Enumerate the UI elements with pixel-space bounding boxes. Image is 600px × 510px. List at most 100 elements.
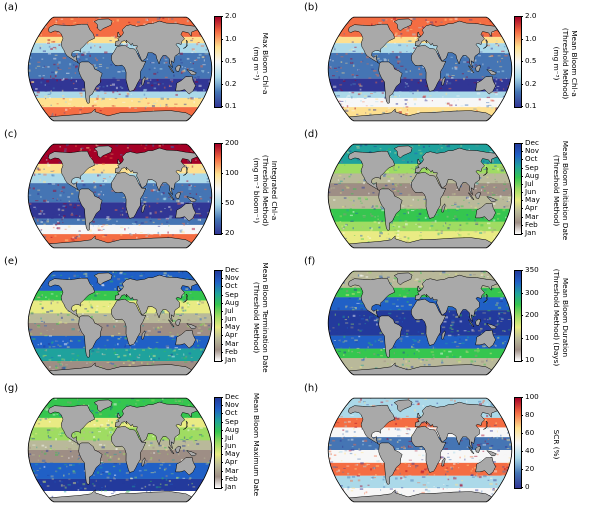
- colorbar-tick: [521, 397, 523, 398]
- colorbar-title-line: (Threshold Method): [261, 154, 270, 227]
- colorbar-tick: [221, 173, 223, 174]
- africa-landmass: [111, 298, 147, 346]
- colorbar-tick-label: Nov: [225, 400, 240, 410]
- eurasia-landmass: [414, 147, 498, 195]
- colorbar: [214, 270, 222, 362]
- south-america-landmass: [78, 61, 103, 104]
- colorbar-tick: [221, 437, 223, 439]
- colorbar-tick-label: 0.1: [525, 101, 537, 110]
- australia-landmass: [175, 329, 196, 349]
- ocean-band: [328, 208, 512, 222]
- colorbar-tick: [521, 337, 523, 339]
- borneo-landmass: [175, 64, 181, 72]
- new-guinea-landmass: [186, 323, 197, 330]
- colorbar-tick-label: Sep: [225, 416, 239, 426]
- colorbar-tick: [221, 360, 223, 361]
- colorbar-tick-label: 350: [525, 265, 539, 274]
- australia-landmass: [475, 456, 496, 476]
- borneo-landmass: [475, 445, 481, 453]
- sumatra-landmass: [467, 65, 475, 74]
- colorbar-tick-label: 1.0: [525, 33, 537, 43]
- uk-landmass: [117, 412, 121, 419]
- colorbar-title-line: (mg m⁻³): [552, 46, 561, 81]
- madagascar-landmass: [141, 76, 146, 86]
- japan-landmass: [183, 420, 188, 430]
- eurasia-landmass: [414, 274, 498, 322]
- panel-d: (d) Dec Nov Oct Sep Aug Jul Jun May Apr Mar Feb Jan M…: [300, 127, 600, 254]
- uk-landmass: [417, 158, 421, 165]
- colorbar-tick: [521, 315, 523, 316]
- greenland-landmass: [93, 145, 113, 159]
- africa-landmass: [111, 44, 147, 92]
- colorbar-tick-label: Jul: [225, 432, 234, 442]
- uk-landmass: [117, 285, 121, 292]
- north-america-landmass: [348, 150, 396, 192]
- colorbar-tick-label: 200: [225, 138, 239, 147]
- ocean-band: [328, 97, 512, 108]
- new-guinea-landmass: [486, 323, 497, 330]
- ocean-band: [328, 398, 512, 418]
- colorbar-tick-label: Dec: [225, 392, 239, 401]
- colorbar-tick: [221, 278, 223, 279]
- colorbar-tick-label: 100: [225, 168, 239, 177]
- ocean-band: [28, 91, 212, 98]
- ocean-band: [328, 196, 512, 209]
- colorbar-tick: [221, 233, 223, 234]
- colorbar-tick-label: 80: [525, 410, 535, 419]
- africa-landmass: [411, 425, 447, 473]
- colorbar-tick-label: Aug: [225, 424, 240, 434]
- madagascar-landmass: [141, 457, 146, 467]
- colorbar-tick: [221, 286, 223, 287]
- greenland-landmass: [93, 399, 113, 413]
- sumatra-landmass: [167, 65, 175, 74]
- colorbar-tick: [221, 203, 223, 204]
- colorbar-title-line: Mean Bloom Duration: [561, 277, 570, 358]
- sumatra-landmass: [167, 192, 175, 201]
- new-guinea-landmass: [186, 450, 197, 457]
- world-map: [327, 397, 513, 503]
- colorbar-tick-label: Jan: [525, 228, 537, 237]
- north-america-landmass: [348, 404, 396, 446]
- colorbar-title-line: (mg m⁻³): [252, 46, 261, 81]
- colorbar-tick: [221, 16, 223, 17]
- colorbar-tick: [521, 159, 523, 160]
- colorbar-tick-label: 2.0: [225, 11, 237, 20]
- ocean-band: [28, 183, 212, 203]
- colorbar-title-line: (Threshold Method) (Days): [552, 268, 561, 367]
- colorbar-tick: [521, 151, 523, 152]
- colorbar: [514, 16, 522, 108]
- colorbar-title: SCR (%): [552, 387, 561, 502]
- colorbar-tick: [221, 83, 223, 85]
- ocean-band: [328, 475, 512, 489]
- australia-landmass: [175, 456, 196, 476]
- japan-landmass: [183, 166, 188, 176]
- colorbar-tick: [221, 310, 223, 312]
- colorbar-tick: [521, 270, 523, 271]
- colorbar-tick: [521, 415, 523, 416]
- ocean-band: [328, 348, 512, 359]
- colorbar-tick: [221, 38, 223, 40]
- colorbar-tick: [221, 343, 223, 345]
- panel-b: (b) 2.0 1.0 0.5 0.2 0.1 Mean Bloom Chl-a (Thres…: [300, 0, 600, 127]
- colorbar-tick-label: Feb: [525, 219, 538, 229]
- colorbar-tick: [221, 106, 223, 107]
- colorbar-tick: [221, 462, 223, 464]
- colorbar-tick: [521, 16, 523, 17]
- colorbar-title-line: (Threshold Method): [561, 27, 570, 100]
- australia-landmass: [475, 202, 496, 222]
- japan-landmass: [483, 39, 488, 49]
- eurasia-landmass: [414, 401, 498, 449]
- ocean-band: [28, 478, 212, 491]
- new-guinea-landmass: [186, 69, 197, 76]
- colorbar-tick-label: Apr: [225, 457, 238, 467]
- colorbar-tick-label: 50: [225, 198, 235, 207]
- colorbar-title-line: (Threshold Method): [552, 154, 561, 227]
- colorbar-tick: [221, 270, 223, 271]
- north-america-landmass: [48, 150, 96, 192]
- colorbar-tick-label: Nov: [225, 273, 240, 283]
- panel-label: (e): [4, 256, 18, 267]
- colorbar-tick-label: 300: [525, 287, 539, 297]
- north-america-landmass: [48, 23, 96, 65]
- colorbar-tick-label: 20: [225, 228, 235, 237]
- panel-label: (a): [4, 2, 18, 13]
